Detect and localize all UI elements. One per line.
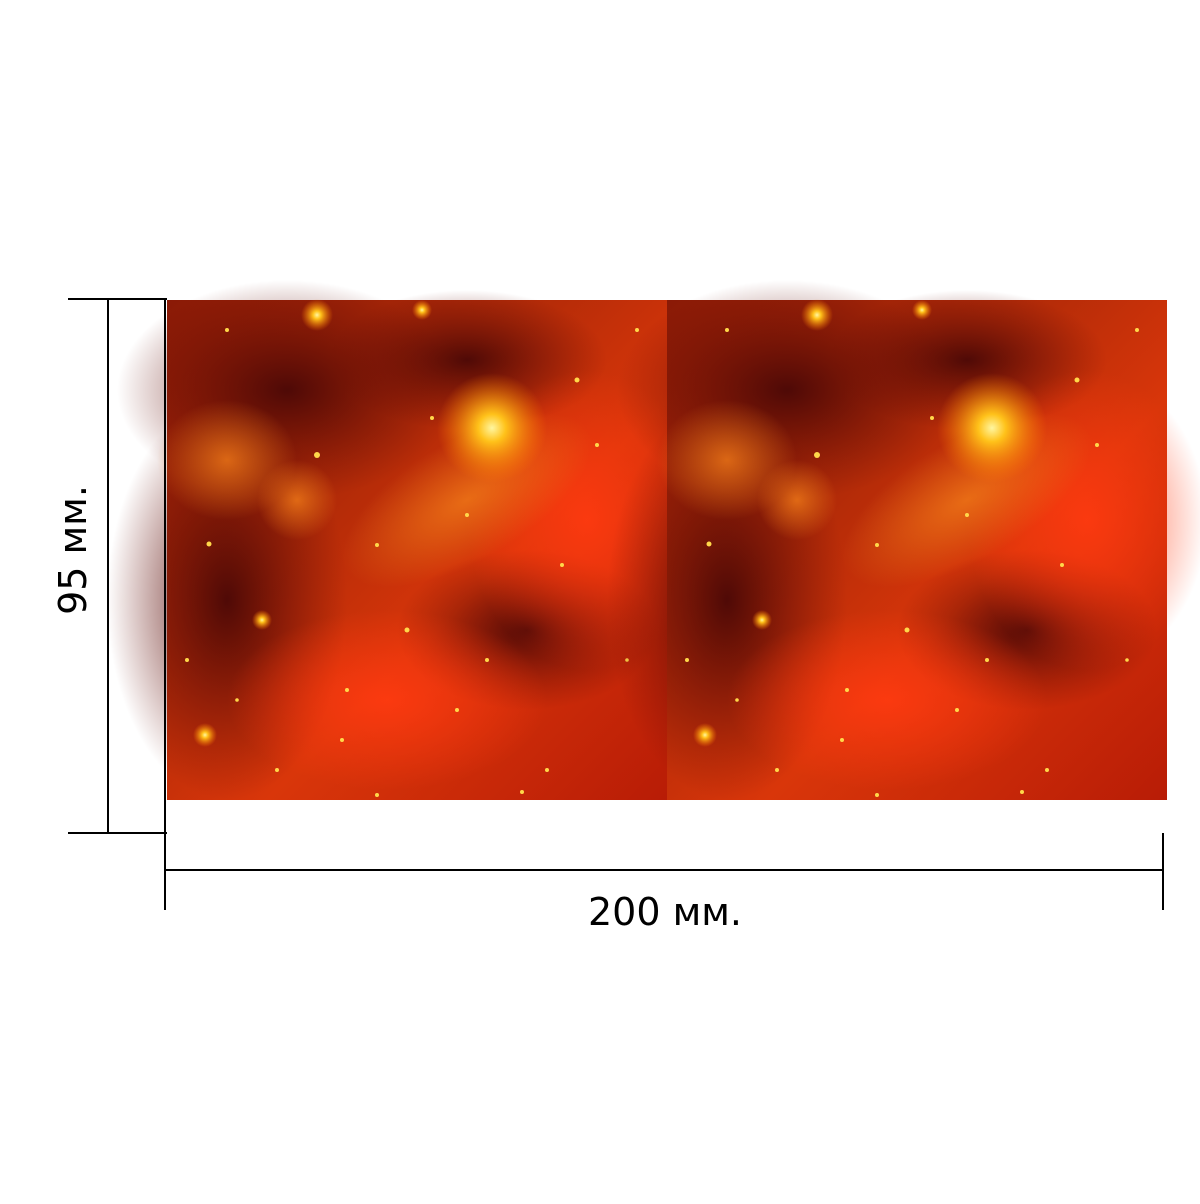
- height-dimension-label: 95 мм.: [51, 485, 95, 615]
- right-panel-image: [607, 280, 1200, 800]
- width-dimension-label: 200 мм.: [587, 890, 743, 934]
- width-dimension-lines: [164, 833, 1164, 910]
- height-dimension-lines: [68, 298, 167, 834]
